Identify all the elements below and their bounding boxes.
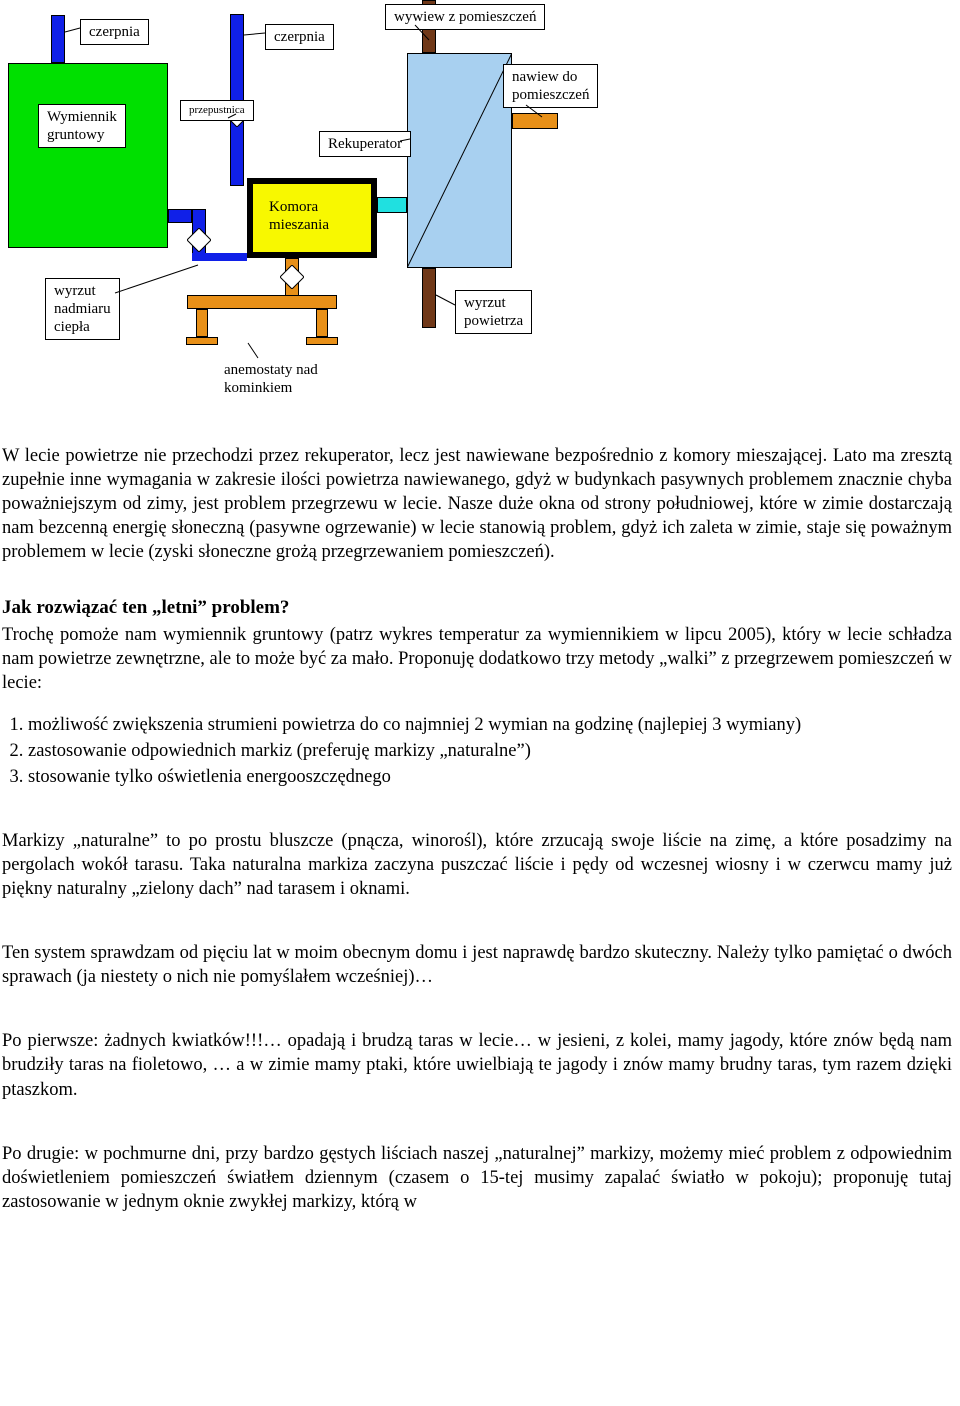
orange-foot-2 <box>306 337 338 345</box>
nawiew-pipe <box>512 113 558 129</box>
paragraph-2: Trochę pomoże nam wymiennik gruntowy (pa… <box>2 623 952 695</box>
blue-pipe-1 <box>51 15 65 63</box>
label-wymiennik: Wymiennik gruntowy <box>38 104 126 148</box>
blue-into-yellow <box>192 253 247 261</box>
paragraph-1: W lecie powietrze nie przechodzi przez r… <box>2 444 952 564</box>
przepustnica-diamond-3 <box>280 265 304 289</box>
list-item: możliwość zwiększenia strumieni powietrz… <box>28 713 952 737</box>
label-rekuperator: Rekuperator <box>319 131 411 157</box>
paragraph-4: Ten system sprawdzam od pięciu lat w moi… <box>2 941 952 989</box>
paragraph-5: Po pierwsze: żadnych kwiatków!!!… opadaj… <box>2 1029 952 1101</box>
label-czerpnia-1: czerpnia <box>80 19 149 45</box>
list-item: zastosowanie odpowiednich markiz (prefer… <box>28 739 952 763</box>
wymiennik-block <box>8 63 168 248</box>
label-przepustnica: przepustnica <box>180 100 254 121</box>
rekuperator-diag <box>407 53 512 268</box>
label-anemostaty: anemostaty nad kominkiem <box>216 358 326 400</box>
cyan-connector <box>377 197 407 213</box>
blue-pipe-h <box>168 209 192 223</box>
label-wyrzut-powietrza: wyrzut powietrza <box>455 290 532 334</box>
orange-hbar <box>187 295 337 309</box>
orange-foot-1 <box>186 337 218 345</box>
orange-leg-1 <box>196 309 208 337</box>
przepustnica-diamond-2 <box>187 228 211 252</box>
label-czerpnia-2: czerpnia <box>265 24 334 50</box>
ventilation-diagram: czerpnia czerpnia wywiew z pomieszczeń n… <box>0 0 720 420</box>
list-item: stosowanie tylko oświetlenia energooszcz… <box>28 765 952 789</box>
label-wywiew: wywiew z pomieszczeń <box>385 4 545 30</box>
label-wyrzut-ciepla: wyrzut nadmiaru ciepła <box>45 278 120 340</box>
heading-letni-problem: Jak rozwiązać ten „letni” problem? <box>2 596 952 621</box>
paragraph-3: Markizy „naturalne” to po prostu bluszcz… <box>2 829 952 901</box>
label-nawiew: nawiew do pomieszczeń <box>503 64 598 108</box>
methods-list: możliwość zwiększenia strumieni powietrz… <box>2 713 952 789</box>
paragraph-6: Po drugie: w pochmurne dni, przy bardzo … <box>2 1142 952 1214</box>
article-body: W lecie powietrze nie przechodzi przez r… <box>0 440 960 1214</box>
orange-leg-2 <box>316 309 328 337</box>
label-komora: Komora mieszania <box>261 195 337 237</box>
brown-pipe-bottom <box>422 268 436 328</box>
